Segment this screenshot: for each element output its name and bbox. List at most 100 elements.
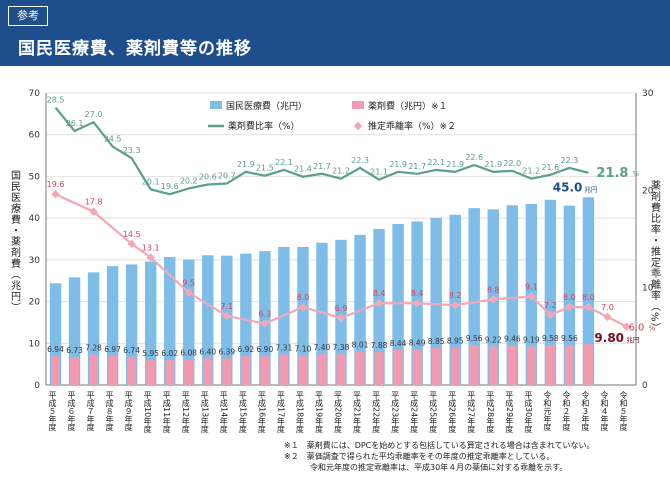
drug-ratio-label: 24.5 [104,135,122,144]
medical-cost-bar [49,283,62,385]
legend-ratio-label: 薬剤費比率（%） [228,120,300,132]
drug-ratio-label: 20.6 [199,172,217,181]
drug-cost-bar [51,356,60,385]
drug-cost-label: 6.02 [161,349,178,358]
drug-cost-end-unit: 兆円 [626,335,639,344]
drug-cost-bar [431,348,441,385]
divergence-marker [565,302,574,312]
x-tick-label: 平成27年度 [467,391,476,434]
divergence-marker [489,295,498,304]
drug-cost-label: 7.31 [276,344,293,353]
drug-cost-label: 6.90 [257,345,274,354]
x-tick-label: 平成６年度 [67,391,76,432]
x-tick-label: 平成20年度 [334,391,343,434]
divergence-marker [298,302,308,312]
divergence-marker [622,322,631,331]
x-tick-label: 平成18年度 [295,391,304,434]
drug-ratio-end-unit: % [632,170,639,178]
medical-cost-bar [582,197,595,385]
drug-ratio-label: 20.1 [142,177,160,186]
medical-cost-bar [316,242,328,385]
drug-cost-label: 8.01 [352,341,369,350]
medical-cost-bar [468,208,480,385]
drug-ratio-label: 21.9 [446,160,464,169]
medical-cost-bar [144,261,157,385]
footnote-1: ※１ 薬剤費には、DPCを始めとする包括している算定される場合は含まれていない。 [284,441,595,450]
drug-cost-end-label: 9.80 [594,331,624,345]
divergence-end-unit: % [648,325,655,333]
drug-cost-label: 9.58 [542,334,559,343]
medical-cost-bar [259,251,271,385]
divergence-label: 8.0 [297,293,310,302]
drug-ratio-label: 20.7 [218,172,236,181]
drug-ratio-label: 22.0 [503,159,521,168]
divergence-label: 8.0 [563,293,576,302]
x-tick-label: 平成28年度 [486,391,495,434]
drug-cost-label: 9.22 [485,336,502,345]
x-tick-label: 平成７年度 [86,391,95,432]
x-tick-label: 平成15年度 [238,391,247,434]
divergence-marker [51,189,60,199]
drug-cost-bar [412,349,422,385]
medical-cost-bar [563,205,576,385]
x-tick-label: 平成25年度 [429,391,438,434]
drug-cost-bar [203,358,213,385]
x-tick-label: 平成24年度 [410,391,419,434]
drug-cost-label: 7.10 [295,344,312,353]
divergence-marker [527,292,536,301]
drug-cost-label: 6.74 [123,346,140,355]
drug-cost-bar [241,356,251,385]
drug-ratio-label: 21.9 [237,160,255,169]
drug-cost-label: 6.40 [199,347,216,356]
x-tick-label: 平成９年度 [124,391,133,432]
y-tick-label: 50 [29,172,41,182]
drug-ratio-label: 21.7 [313,162,331,171]
divergence-marker [584,302,593,312]
x-tick-label: 平成10年度 [143,391,152,434]
drug-cost-label: 8.44 [390,339,407,348]
drug-cost-bar [146,360,156,385]
drug-cost-chart: 0 10 20 30 40 50 60 70 0 10 20 30 国民医療費・薬剤費（兆円） 薬剤費比率… [9,89,661,434]
medical-cost-bar [430,217,442,385]
x-tick-label: 令和元年度 [543,390,552,432]
drug-cost-bar [70,356,80,385]
drug-cost-bar [298,355,308,385]
drug-ratio-label: 27.0 [85,110,103,119]
drug-cost-bar [336,354,346,385]
drug-cost-bar [127,356,137,385]
drug-cost-bar [184,359,194,385]
drug-cost-label: 6.94 [47,345,64,354]
drug-ratio-label: 21.1 [370,168,388,177]
y2-axis-title: 薬剤費比率・推定乖離率（%） [649,180,661,334]
drug-cost-label: 6.08 [180,349,197,358]
drug-cost-bar [564,345,574,385]
medical-cost-end-unit: 兆円 [584,184,597,193]
drug-ratio-label: 20.2 [180,176,198,185]
legend-medical-label: 国民医療費（兆円） [226,100,307,112]
drug-ratio-label: 21.9 [389,160,407,169]
y2-tick-label: 30 [642,89,654,99]
medical-cost-bar [68,277,81,385]
x-tick-label: 平成19年度 [314,391,323,434]
x-tick-label: 平成21年度 [353,391,362,434]
drug-cost-label: 8.49 [409,339,426,348]
divergence-marker [89,207,98,216]
divergence-marker [603,312,612,322]
x-tick-label: 平成５年度 [48,391,57,432]
x-tick-label: 平成29年度 [505,391,514,434]
medical-cost-bar [183,259,195,385]
drug-ratio-end-label: 21.8 [596,166,628,181]
medical-cost-bar [164,256,176,385]
legend-medical-swatch [210,101,222,109]
drug-cost-label: 9.46 [504,335,521,344]
drug-cost-bar [317,354,327,385]
drug-cost-label: 9.19 [523,336,540,345]
drug-ratio-line [54,106,589,196]
drug-ratio-label: 22.3 [351,156,369,165]
drug-cost-label: 6.73 [66,346,83,355]
drug-ratio-label: 22.1 [275,158,293,167]
divergence-label: 14.5 [123,230,141,239]
divergence-label: 7.0 [601,303,614,312]
legend-drug-swatch [352,101,364,109]
x-tick-label: 平成17年度 [276,391,285,434]
